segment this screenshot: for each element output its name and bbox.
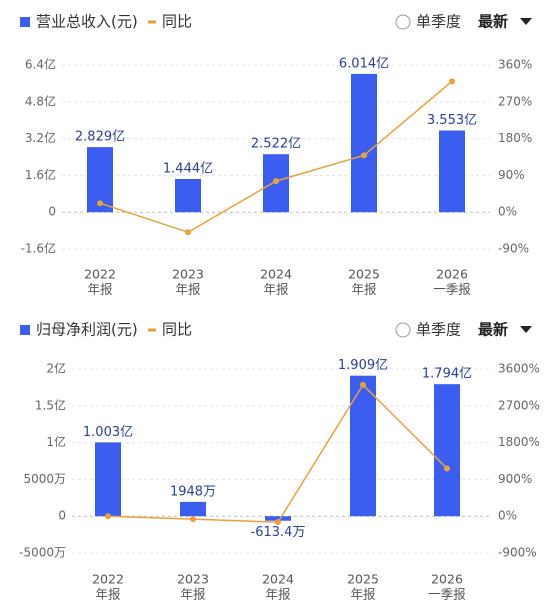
sort-label[interactable]: 最新 — [478, 321, 508, 339]
yoy-point — [449, 78, 455, 85]
y-tick-label: 1.5亿 — [35, 397, 66, 412]
yoy-point — [105, 513, 111, 520]
y-tick-label: 3.2亿 — [25, 130, 56, 145]
y-tick-label: 0 — [48, 205, 56, 219]
y2-tick-label: 360% — [498, 58, 532, 72]
legend-swatch — [20, 325, 30, 335]
radio-button[interactable] — [395, 322, 411, 338]
yoy-point — [361, 152, 367, 159]
value-label: 2.829亿 — [75, 130, 125, 145]
yoy-point — [185, 229, 191, 236]
x-tick-label: 年报 — [180, 587, 206, 602]
y-tick-label: -5000万 — [19, 546, 66, 560]
value-label: 1.444亿 — [163, 161, 213, 176]
legend-label: 归母净利润(元) — [36, 321, 138, 339]
sort-label[interactable]: 最新 — [478, 13, 508, 31]
y2-tick-label: 1800% — [498, 435, 540, 449]
y2-tick-label: 270% — [498, 94, 532, 108]
x-tick-label: 年报 — [350, 587, 376, 602]
y-tick-label: 1亿 — [46, 434, 66, 449]
value-label: 6.014亿 — [339, 56, 389, 71]
x-tick-label: 2026 — [431, 572, 463, 587]
value-label: 1948万 — [170, 484, 216, 499]
x-tick-label: 2023 — [177, 572, 209, 587]
x-tick-label: 2026 — [436, 267, 468, 282]
yoy-point — [190, 516, 196, 523]
legend-swatch — [20, 17, 30, 27]
value-label: 1.794亿 — [422, 367, 472, 382]
x-tick-label: 年报 — [265, 587, 291, 602]
y-tick-label: -1.6亿 — [21, 241, 56, 256]
toggle-label[interactable]: 单季度 — [416, 321, 461, 339]
y-tick-label: 0 — [58, 509, 66, 523]
bar — [175, 178, 201, 213]
radio-button[interactable] — [395, 14, 411, 30]
y-tick-label: 5000万 — [23, 472, 66, 486]
value-label: 1.003亿 — [83, 425, 133, 440]
x-tick-label: 年报 — [95, 587, 121, 602]
y2-tick-label: 900% — [498, 472, 532, 486]
bar — [351, 73, 377, 213]
x-tick-label: 一季报 — [433, 282, 471, 297]
x-tick-label: 年报 — [351, 282, 377, 297]
yoy-point — [97, 200, 103, 207]
value-label: 2.522亿 — [251, 137, 301, 152]
y2-tick-label: 90% — [498, 168, 525, 182]
legend-label: 同比 — [162, 321, 192, 339]
y-tick-label: 6.4亿 — [25, 57, 56, 72]
bar — [180, 501, 206, 517]
dropdown-arrow[interactable] — [520, 326, 532, 333]
x-tick-label: 2022 — [92, 572, 124, 587]
y2-tick-label: 0% — [498, 509, 517, 523]
yoy-point — [275, 519, 281, 526]
yoy-point — [360, 381, 366, 388]
y-tick-label: 4.8亿 — [25, 93, 56, 108]
x-tick-label: 年报 — [263, 282, 289, 297]
y-tick-label: 1.6亿 — [25, 167, 56, 182]
y2-tick-label: 180% — [498, 131, 532, 145]
bar — [350, 375, 376, 517]
y2-tick-label: 0% — [498, 205, 517, 219]
x-tick-label: 2025 — [347, 572, 379, 587]
y2-tick-label: 3600% — [498, 362, 540, 376]
yoy-point — [444, 465, 450, 472]
x-tick-label: 2022 — [84, 267, 116, 282]
value-label: -613.4万 — [251, 525, 306, 540]
y-tick-label: 2亿 — [46, 361, 66, 376]
x-tick-label: 2024 — [262, 572, 294, 587]
x-tick-label: 2025 — [348, 267, 380, 282]
y2-tick-label: -90% — [498, 242, 529, 256]
yoy-point — [273, 178, 279, 185]
legend-label: 营业总收入(元) — [36, 13, 138, 31]
bar — [439, 130, 465, 213]
toggle-label[interactable]: 单季度 — [416, 13, 461, 31]
bar — [434, 384, 460, 517]
dropdown-arrow[interactable] — [520, 18, 532, 25]
legend-label: 同比 — [162, 13, 192, 31]
x-tick-label: 一季报 — [428, 587, 466, 602]
bar — [95, 442, 121, 517]
value-label: 3.553亿 — [427, 113, 477, 128]
x-tick-label: 2024 — [260, 267, 292, 282]
y2-tick-label: 2700% — [498, 398, 540, 412]
x-tick-label: 年报 — [175, 282, 201, 297]
bar — [265, 516, 291, 521]
value-label: 1.909亿 — [338, 358, 388, 373]
y2-tick-label: -900% — [498, 546, 537, 560]
x-tick-label: 年报 — [87, 282, 113, 297]
x-tick-label: 2023 — [172, 267, 204, 282]
